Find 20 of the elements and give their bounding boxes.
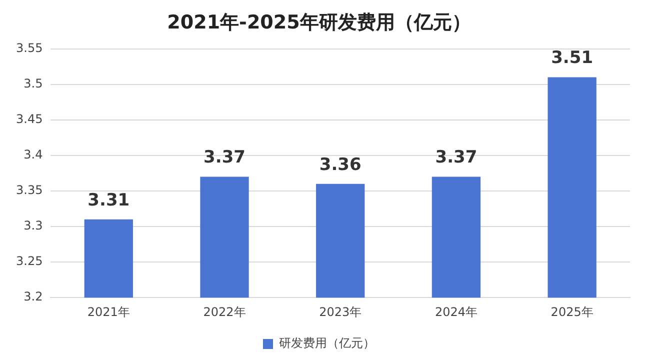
y-tick-label: 3.45 — [16, 112, 43, 126]
data-label: 3.37 — [204, 148, 246, 168]
data-label: 3.51 — [551, 48, 594, 68]
x-tick-label: 2024年 — [434, 304, 478, 319]
x-tick-label: 2023年 — [319, 304, 362, 319]
y-tick-label: 3.5 — [24, 76, 43, 90]
x-tick-label: 2025年 — [550, 304, 594, 319]
y-tick-label: 3.25 — [16, 254, 43, 268]
data-label: 3.36 — [319, 154, 362, 175]
chart-title: 2021年-2025年研发费用（亿元） — [167, 11, 471, 34]
legend-label: 研发费用（亿元） — [279, 336, 375, 350]
y-tick-label: 3.2 — [24, 290, 43, 304]
data-label: 3.37 — [435, 148, 478, 168]
y-tick-label: 3.35 — [16, 183, 43, 198]
y-tick-label: 3.4 — [24, 148, 43, 162]
x-tick-label: 2022年 — [203, 304, 246, 319]
y-tick-label: 3.3 — [24, 218, 43, 233]
y-tick-label: 3.55 — [16, 40, 43, 55]
data-label: 3.31 — [88, 190, 130, 210]
x-tick-label: 2021年 — [87, 304, 130, 319]
